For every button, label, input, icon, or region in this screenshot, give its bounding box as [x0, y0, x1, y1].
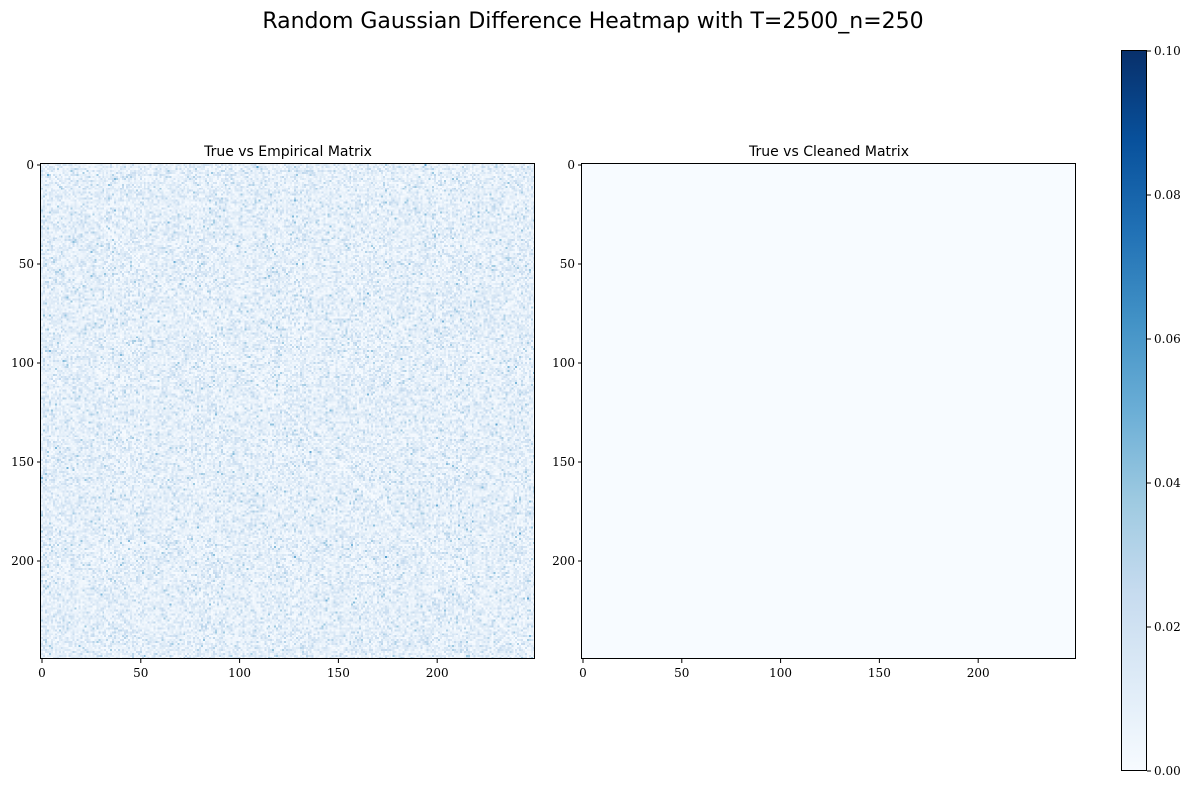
y-tick-label: 0: [567, 158, 575, 172]
heatmap-image-empirical: [41, 164, 535, 659]
x-tick-label: 150: [868, 666, 891, 680]
axes-frame-cleaned: [581, 163, 1076, 659]
axis-ticks-cleaned: 0 50 100 150 200 0 50 100 150 200: [552, 158, 990, 680]
y-tick-label: 100: [11, 356, 34, 370]
colorbar-tick-label: 0.00: [1154, 764, 1181, 778]
colorbar-tick-label: 0.08: [1154, 188, 1181, 202]
figure-title: Random Gaussian Difference Heatmap with …: [262, 9, 923, 34]
y-tick-label: 50: [19, 257, 34, 271]
axes-frame-empirical: [40, 163, 535, 659]
y-tick-label: 150: [552, 455, 575, 469]
panel-title-cleaned: True vs Cleaned Matrix: [748, 144, 909, 160]
colorbar: 0.00 0.02 0.04 0.06 0.08 0.10: [1121, 44, 1181, 778]
x-tick-label: 200: [426, 666, 449, 680]
y-tick-label: 100: [552, 356, 575, 370]
colorbar-frame: [1121, 50, 1147, 771]
y-tick-label: 150: [11, 455, 34, 469]
x-tick-label: 50: [133, 666, 148, 680]
heatmap-panel-empirical: True vs Empirical Matrix 0 50 100 150 200 0 50…: [11, 144, 535, 680]
axis-ticks-empirical: 0 50 100 150 200 0 50 100 150 200: [11, 158, 449, 680]
colorbar-tick-label: 0.02: [1154, 620, 1181, 634]
heatmap-panel-cleaned: True vs Cleaned Matrix 0 50 100 150 200 0 50 10…: [552, 144, 1076, 680]
y-tick-label: 50: [560, 257, 575, 271]
y-tick-label: 0: [26, 158, 34, 172]
x-tick-label: 150: [327, 666, 350, 680]
x-tick-label: 0: [579, 666, 587, 680]
x-tick-label: 100: [228, 666, 251, 680]
x-tick-label: 200: [967, 666, 990, 680]
x-tick-label: 50: [674, 666, 689, 680]
y-tick-label: 200: [11, 554, 34, 568]
panel-title-empirical: True vs Empirical Matrix: [203, 144, 372, 160]
colorbar-fill: [1122, 51, 1147, 771]
x-tick-label: 0: [38, 666, 46, 680]
colorbar-tick-label: 0.06: [1154, 332, 1181, 346]
colorbar-tick-label: 0.04: [1154, 476, 1181, 490]
colorbar-tick-label: 0.10: [1154, 44, 1181, 58]
heatmap-image-cleaned: [582, 164, 1076, 659]
colorbar-ticks: 0.00 0.02 0.04 0.06 0.08 0.10: [1147, 44, 1181, 778]
x-tick-label: 100: [769, 666, 792, 680]
y-tick-label: 200: [552, 554, 575, 568]
